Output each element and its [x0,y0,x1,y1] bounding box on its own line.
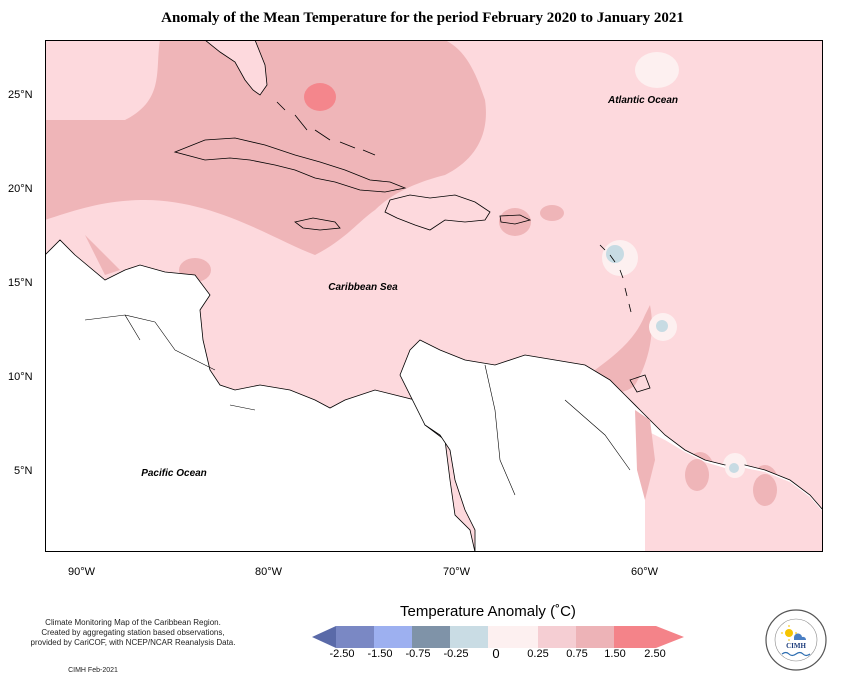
lon-label-90w: 90°W [68,566,96,578]
legend-tick-1: -1.50 [367,648,393,660]
credits-text: Climate Monitoring Map of the Caribbean … [28,618,238,648]
anomaly-band-yucatan [85,235,120,275]
legend-swatch-3 [412,626,450,648]
legend-swatch-1 [336,626,374,648]
lon-label-80w: 80°W [255,566,283,578]
legend-tick-2: -0.75 [405,648,431,660]
lon-label-60w: 60°W [631,566,659,578]
lat-label-25n: 25°N [8,89,33,101]
legend-swatch-8 [614,626,656,648]
anomaly-map: Atlantic Ocean Caribbean Sea Pacific Oce… [45,40,823,552]
legend-swatch-6 [538,626,576,648]
legend-swatch-7 [576,626,614,648]
land-bahamas [276,101,376,156]
land-lesser-antilles [599,244,632,313]
legend-colorbar [312,626,684,648]
cimh-logo: CIMH [765,609,827,671]
lat-label-5n: 5°N [14,465,33,477]
lon-label-70w: 70°W [443,566,471,578]
legend-tick-4: 0 [492,646,500,661]
anomaly-guianas-overlay [645,430,823,552]
land-central-america [45,239,476,552]
label-atlantic-ocean: Atlantic Ocean [607,95,678,106]
credit-line-2: Created by aggregating station based obs… [41,628,225,637]
anomaly-patch-vi [540,205,564,221]
anomaly-patch-prico [499,208,531,236]
legend-arrow-right [656,626,684,648]
legend-swatch-5 [488,626,538,648]
legend-tick-7: 1.50 [604,648,626,660]
legend-arrow-left [312,626,336,648]
lat-label-15n: 15°N [8,277,33,289]
anomaly-guianas-dark-1 [685,459,709,491]
credit-line-3: provided by CariCOF, with NCEP/NCAR Rean… [30,638,236,647]
lat-label-10n: 10°N [8,371,33,383]
lat-label-20n: 20°N [8,183,33,195]
legend-tick-8: 2.50 [644,648,666,660]
anomaly-band-south-coast [595,305,652,393]
land-cuba [173,137,407,193]
svg-text:CIMH: CIMH [786,642,806,650]
borders-central-america [84,314,631,496]
legend-swatch-4 [450,626,488,648]
waves-icon [781,651,811,657]
credit-date: CIMH Feb-2021 [68,667,118,674]
land-hispaniola [384,194,491,231]
anomaly-guianas-dark-2 [753,474,777,506]
legend-swatch-2 [374,626,412,648]
credit-line-1: Climate Monitoring Map of the Caribbean … [45,618,221,627]
map-frame [45,40,823,552]
land-florida [204,40,268,96]
legend-title: Temperature Anomaly (˚C) [400,603,576,620]
anomaly-hotspot-bahamas [304,83,336,111]
label-caribbean-sea: Caribbean Sea [328,282,398,293]
anomaly-venezuela-strip [635,410,655,500]
anomaly-white-atlantic [635,52,679,88]
legend-tick-6: 0.75 [566,648,588,660]
land-jamaica [294,217,341,231]
land-puerto-rico [499,214,532,225]
legend-tick-5: 0.25 [527,648,549,660]
legend-tick-3: -0.25 [443,648,469,660]
label-pacific-ocean: Pacific Ocean [141,468,207,479]
anomaly-cool-spot-1 [606,245,624,263]
map-title: Anomaly of the Mean Temperature for the … [161,10,684,26]
anomaly-band-north [45,40,486,255]
sun-icon [785,629,793,637]
anomaly-guianas-cool [729,463,739,473]
anomaly-cool-spot-2 [656,320,668,332]
land-trinidad [629,374,651,393]
legend-tick-0: -2.50 [329,648,355,660]
cloud-icon [793,633,807,640]
